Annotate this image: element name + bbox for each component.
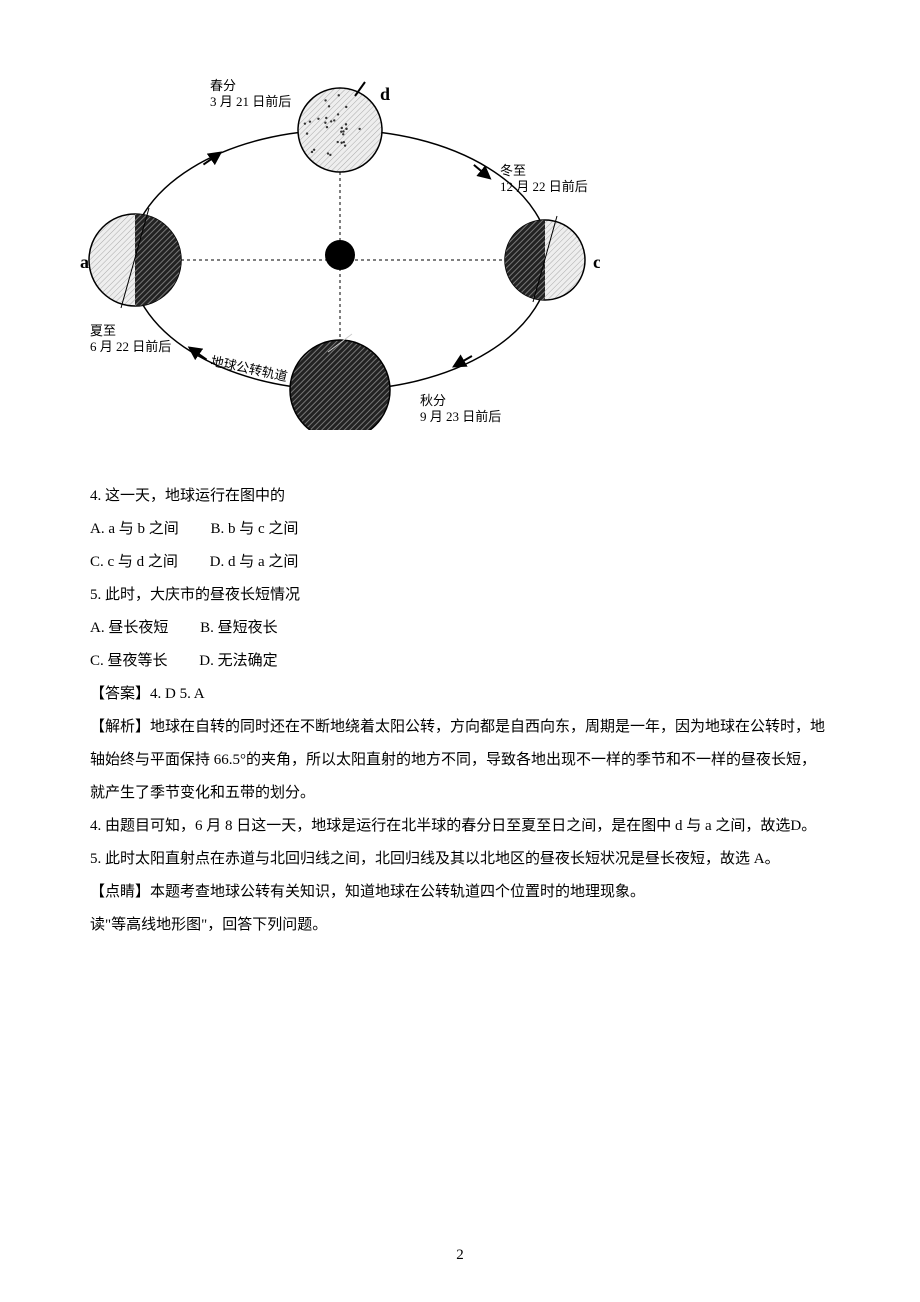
q5-opt-b: B. 昼短夜长	[200, 612, 278, 645]
q4-stem: 4. 这一天，地球运行在图中的	[90, 480, 830, 513]
explain-p2: 4. 由题目可知，6 月 8 日这一天，地球是运行在北半球的春分日至夏至日之间，…	[90, 810, 830, 843]
q4-opt-c: C. c 与 d 之间	[90, 546, 178, 579]
q5-stem: 5. 此时，大庆市的昼夜长短情况	[90, 579, 830, 612]
svg-text:12 月 22 日前后: 12 月 22 日前后	[500, 179, 588, 194]
orbit-diagram: d春分3 月 21 日前后b秋分9 月 23 日前后a夏至6 月 22 日前后c…	[80, 60, 600, 430]
q5-options-row2: C. 昼夜等长 D. 无法确定	[90, 645, 830, 678]
content-block: 4. 这一天，地球运行在图中的 A. a 与 b 之间 B. b 与 c 之间 …	[90, 480, 830, 942]
answers-line: 【答案】4. D 5. A	[90, 678, 830, 711]
q5-opt-d: D. 无法确定	[199, 645, 277, 678]
page-number: 2	[0, 1239, 920, 1272]
svg-text:c: c	[593, 252, 600, 272]
q4-options-row2: C. c 与 d 之间 D. d 与 a 之间	[90, 546, 830, 579]
q4-opt-b: B. b 与 c 之间	[211, 513, 299, 546]
explain-p5: 读"等高线地形图"，回答下列问题。	[90, 909, 830, 942]
svg-text:6 月 22 日前后: 6 月 22 日前后	[90, 339, 171, 354]
svg-text:冬至: 冬至	[500, 163, 526, 178]
svg-text:3 月 21 日前后: 3 月 21 日前后	[210, 94, 291, 109]
q4-options-row1: A. a 与 b 之间 B. b 与 c 之间	[90, 513, 830, 546]
q5-opt-a: A. 昼长夜短	[90, 612, 168, 645]
svg-text:a: a	[80, 252, 89, 272]
q4-opt-d: D. d 与 a 之间	[210, 546, 299, 579]
svg-text:d: d	[380, 84, 390, 104]
q4-opt-a: A. a 与 b 之间	[90, 513, 179, 546]
explain-p3: 5. 此时太阳直射点在赤道与北回归线之间，北回归线及其以北地区的昼夜长短状况是昼…	[90, 843, 830, 876]
explain-p1: 【解析】地球在自转的同时还在不断地绕着太阳公转，方向都是自西向东，周期是一年，因…	[90, 711, 830, 810]
explain-p4: 【点睛】本题考查地球公转有关知识，知道地球在公转轨道四个位置时的地理现象。	[90, 876, 830, 909]
q5-opt-c: C. 昼夜等长	[90, 645, 168, 678]
svg-text:地球公转轨道: 地球公转轨道	[209, 353, 288, 384]
svg-text:9 月 23 日前后: 9 月 23 日前后	[420, 409, 501, 424]
svg-text:春分: 春分	[210, 78, 236, 93]
svg-text:秋分: 秋分	[420, 393, 446, 408]
q5-options-row1: A. 昼长夜短 B. 昼短夜长	[90, 612, 830, 645]
svg-text:夏至: 夏至	[90, 323, 116, 338]
